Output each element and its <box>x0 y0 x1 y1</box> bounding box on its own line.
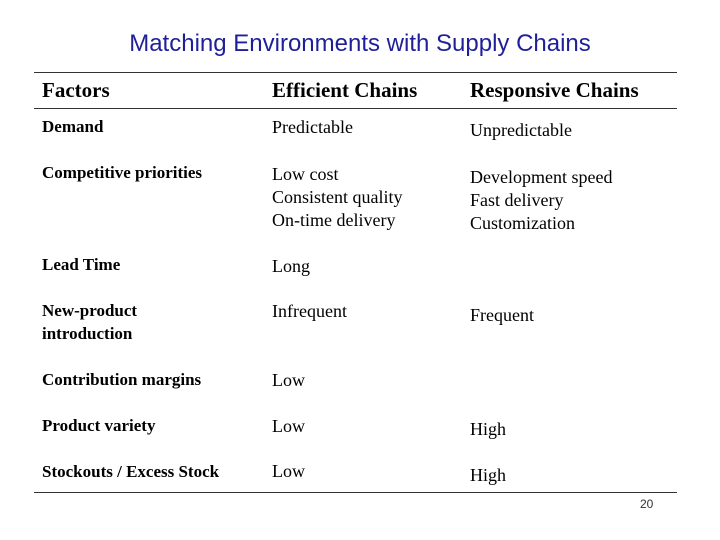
slide-title: Matching Environments with Supply Chains <box>129 30 591 57</box>
row-responsive-competitive-priorities: Development speed Fast delivery Customiz… <box>470 167 613 233</box>
table-bottom-rule <box>34 492 677 493</box>
row-factor-competitive-priorities: Competitive priorities <box>42 163 203 182</box>
header-responsive-chains: Responsive Chains <box>470 78 639 102</box>
row-responsive-stockouts-excess-stock: High <box>470 465 506 485</box>
row-responsive-new-product-introduction: Frequent <box>470 305 534 325</box>
page-number: 20 <box>640 497 654 511</box>
row-efficient-stockouts-excess-stock: Low <box>272 461 305 481</box>
row-factor-product-variety: Product variety <box>42 416 156 435</box>
row-factor-contribution-margins: Contribution margins <box>42 370 202 389</box>
row-efficient-demand: Predictable <box>272 117 353 137</box>
row-efficient-contribution-margins: Low <box>272 370 305 390</box>
header-rule <box>34 108 677 109</box>
header-efficient-chains: Efficient Chains <box>272 78 418 102</box>
table-top-rule <box>34 72 677 73</box>
row-factor-stockouts-excess-stock: Stockouts / Excess Stock <box>42 462 220 481</box>
row-responsive-product-variety: High <box>470 419 506 439</box>
header-factors: Factors <box>42 78 110 102</box>
row-efficient-product-variety: Low <box>272 416 305 436</box>
row-responsive-demand: Unpredictable <box>470 120 572 140</box>
row-efficient-new-product-introduction: Infrequent <box>272 301 347 321</box>
row-efficient-lead-time: Long <box>272 256 310 276</box>
row-factor-lead-time: Lead Time <box>42 255 121 274</box>
row-factor-demand: Demand <box>42 117 104 136</box>
row-efficient-competitive-priorities: Low cost Consistent quality On-time deli… <box>272 164 403 230</box>
row-factor-new-product-introduction: New-product introduction <box>42 301 138 343</box>
